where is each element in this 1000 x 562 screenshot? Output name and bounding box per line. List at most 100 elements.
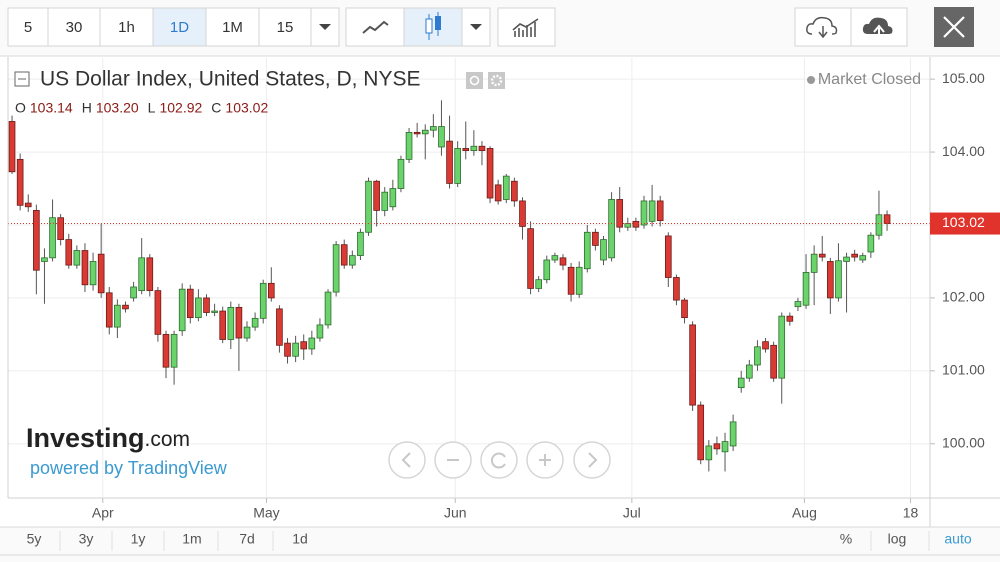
gear-icon xyxy=(490,74,503,87)
candle-body xyxy=(527,228,534,289)
candle-body xyxy=(389,188,397,208)
candle-body xyxy=(794,301,802,308)
candle-body xyxy=(251,317,259,328)
candle-body xyxy=(413,131,421,135)
arrow-up-icon xyxy=(873,24,885,37)
candle-body xyxy=(316,324,324,339)
interval-button[interactable] xyxy=(205,7,260,47)
candle-body xyxy=(130,286,137,299)
candle-body xyxy=(689,324,696,406)
candle-body xyxy=(535,279,542,289)
candle-body xyxy=(575,266,583,295)
close-icon xyxy=(943,16,965,38)
candle-body xyxy=(810,253,818,273)
candle-body xyxy=(511,180,518,202)
candle-body xyxy=(519,200,526,227)
candle-body xyxy=(57,217,64,240)
range-button[interactable]: 7d xyxy=(239,531,255,547)
candle-body xyxy=(235,306,243,339)
candle-body xyxy=(859,255,867,261)
candle-body xyxy=(592,231,599,246)
upload-button[interactable] xyxy=(850,7,908,47)
scale-button[interactable]: log xyxy=(888,531,907,547)
candle-body xyxy=(195,297,202,319)
candle-body xyxy=(405,131,413,160)
candle-body xyxy=(430,126,437,131)
candle-body xyxy=(462,148,470,152)
candle-body xyxy=(49,217,56,259)
candle-body xyxy=(186,288,194,319)
line-style-button[interactable] xyxy=(345,7,405,47)
candle-body xyxy=(802,271,810,306)
interval-button[interactable] xyxy=(99,7,154,47)
eye-icon xyxy=(469,75,480,86)
interval-button[interactable] xyxy=(258,7,312,47)
candles xyxy=(8,100,891,472)
grid xyxy=(8,58,935,503)
candle-body xyxy=(114,304,121,328)
x-tick-label: Jul xyxy=(623,505,641,521)
candle-body xyxy=(300,341,308,350)
scroll-left-button[interactable] xyxy=(388,441,426,479)
candle-body xyxy=(381,191,389,211)
candle-body xyxy=(178,288,186,332)
range-button[interactable]: 1m xyxy=(182,531,201,547)
interval-button[interactable] xyxy=(152,7,207,47)
last-price-tag xyxy=(930,212,1000,235)
candle-body xyxy=(308,337,316,350)
candle-body xyxy=(154,290,162,335)
ohlc-legend: O 103.14 H 103.20 L 102.92 C 103.02 xyxy=(15,100,268,116)
cloud-upload-icon xyxy=(862,17,893,34)
candle-body xyxy=(786,315,794,322)
candle-body xyxy=(681,299,688,319)
x-tick-label: Apr xyxy=(92,505,114,521)
scale-button[interactable]: auto xyxy=(944,531,971,547)
scale-button[interactable]: % xyxy=(840,531,852,547)
candle-body xyxy=(81,250,89,286)
dropdown-arrow xyxy=(319,24,331,30)
market-status: Market Closed xyxy=(818,71,921,88)
candle-body xyxy=(729,421,737,447)
candle-body xyxy=(41,257,48,262)
candle-body xyxy=(827,261,834,299)
chart-title: US Dollar Index, United States, D, NYSE xyxy=(40,68,421,91)
interval-button[interactable] xyxy=(47,7,101,47)
candle-body xyxy=(583,231,591,270)
candle-body xyxy=(33,210,40,271)
range-button[interactable]: 1d xyxy=(292,531,308,547)
candle-body xyxy=(243,326,251,339)
candle-body xyxy=(624,223,632,228)
candle-icon xyxy=(435,16,441,30)
candle-body xyxy=(438,126,445,148)
dropdown-arrow xyxy=(470,24,482,30)
interval-label: 30 xyxy=(66,19,83,36)
candle-body xyxy=(122,304,129,310)
candle-body xyxy=(332,244,340,293)
candle-body xyxy=(211,310,218,313)
y-tick-label: 100.00 xyxy=(942,434,985,450)
settings-button[interactable] xyxy=(488,72,505,89)
y-tick-label: 104.00 xyxy=(942,143,985,159)
visibility-button[interactable] xyxy=(466,72,483,89)
candle-body xyxy=(551,255,559,261)
interval-button[interactable] xyxy=(7,7,49,47)
candle-body xyxy=(713,443,721,450)
interval-label: 1D xyxy=(170,19,189,36)
range-button[interactable]: 1y xyxy=(131,531,146,547)
reset-button[interactable] xyxy=(480,441,518,479)
candle-body xyxy=(227,306,235,340)
last-price-label: 103.02 xyxy=(942,214,985,230)
candle-body xyxy=(486,148,494,199)
powered-by: powered by TradingView xyxy=(30,458,228,478)
candle-style-button[interactable] xyxy=(403,7,463,47)
candle-icon xyxy=(425,18,433,34)
candle-body xyxy=(397,158,405,189)
candle-body xyxy=(616,199,624,228)
interval-label: 15 xyxy=(277,19,294,36)
candle-body xyxy=(357,231,364,257)
candle-body xyxy=(502,175,510,200)
range-button[interactable]: 3y xyxy=(79,531,94,547)
scroll-right-button[interactable] xyxy=(573,441,611,479)
candle-body xyxy=(762,341,769,350)
range-button[interactable]: 5y xyxy=(27,531,42,547)
